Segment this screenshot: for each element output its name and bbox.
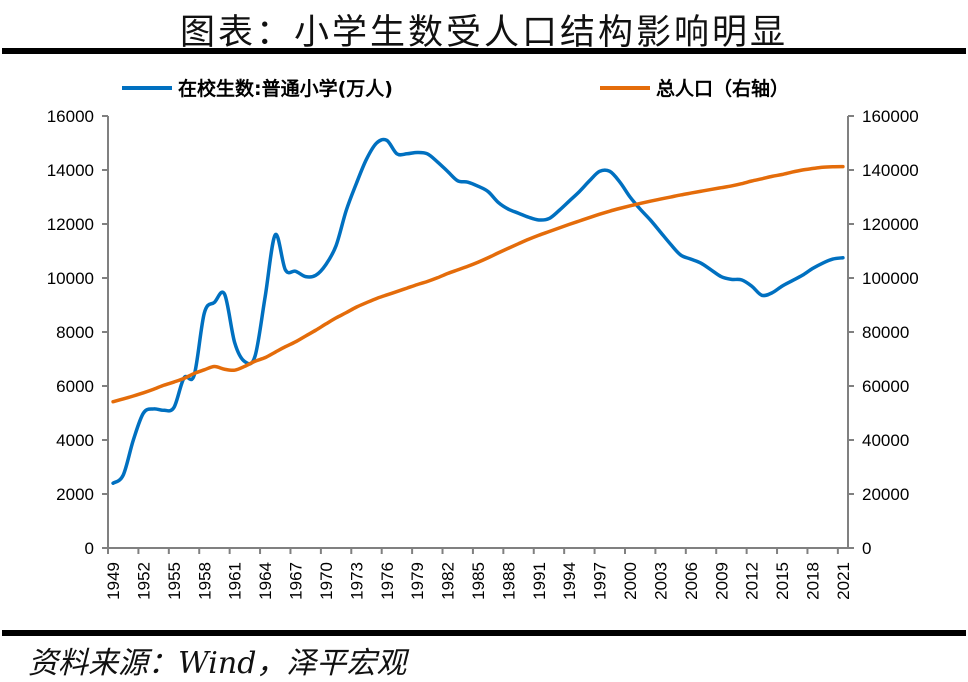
- x-tick-label: 1994: [560, 562, 579, 600]
- source-note: 资料来源：Wind，泽平宏观: [28, 646, 407, 681]
- x-tick-label: 2018: [804, 562, 823, 600]
- x-tick-label: 1967: [287, 562, 306, 600]
- legend-item: 总人口（右轴）: [600, 77, 789, 100]
- x-tick-label: 2015: [773, 562, 792, 600]
- left-tick-label: 14000: [47, 161, 94, 180]
- right-tick-label: 60000: [862, 377, 909, 396]
- left-tick-label: 2000: [56, 485, 94, 504]
- x-tick-label: 1958: [195, 562, 214, 600]
- x-tick-label: 1982: [439, 562, 458, 600]
- x-tick-label: 1961: [226, 562, 245, 600]
- left-tick-label: 0: [85, 539, 94, 558]
- right-tick-label: 100000: [862, 269, 919, 288]
- x-tick-label: 1979: [408, 562, 427, 600]
- right-tick-label: 140000: [862, 161, 919, 180]
- bottom-divider: [2, 630, 966, 636]
- right-tick-label: 80000: [862, 323, 909, 342]
- x-tick-label: 1949: [104, 562, 123, 600]
- x-tick-label: 1952: [134, 562, 153, 600]
- legend-label: 在校生数:普通小学(万人): [178, 77, 393, 100]
- primary-students-line: [111, 137, 845, 485]
- x-tick-label: 1955: [165, 562, 184, 600]
- x-tick-label: 2000: [621, 562, 640, 600]
- right-tick-label: 40000: [862, 431, 909, 450]
- x-tick-label: 2003: [651, 562, 670, 600]
- left-tick-label: 8000: [56, 323, 94, 342]
- x-tick-label: 1973: [347, 562, 366, 600]
- x-tick-label: 1976: [378, 562, 397, 600]
- x-tick-label: 2021: [834, 562, 853, 600]
- x-tick-label: 1988: [499, 562, 518, 600]
- right-tick-label: 20000: [862, 485, 909, 504]
- chart-title: 图表：小学生数受人口结构影响明显: [179, 13, 788, 53]
- x-tick-label: 2012: [743, 562, 762, 600]
- top-divider: [2, 48, 966, 54]
- right-tick-label: 120000: [862, 215, 919, 234]
- x-tick-label: 1970: [317, 562, 336, 600]
- x-tick-label: 1964: [256, 562, 275, 600]
- legend-label: 总人口（右轴）: [656, 77, 789, 100]
- left-tick-label: 6000: [56, 377, 94, 396]
- x-tick-label: 1985: [469, 562, 488, 600]
- left-tick-label: 10000: [47, 269, 94, 288]
- x-tick-label: 2009: [712, 562, 731, 600]
- legend-item: 在校生数:普通小学(万人): [122, 77, 393, 100]
- right-tick-label: 0: [862, 539, 871, 558]
- total-population-line: [111, 164, 845, 404]
- x-tick-label: 1991: [530, 562, 549, 600]
- left-tick-label: 12000: [47, 215, 94, 234]
- right-tick-label: 160000: [862, 107, 919, 126]
- left-tick-label: 16000: [47, 107, 94, 126]
- x-tick-label: 2006: [682, 562, 701, 600]
- left-tick-label: 4000: [56, 431, 94, 450]
- x-tick-label: 1997: [591, 562, 610, 600]
